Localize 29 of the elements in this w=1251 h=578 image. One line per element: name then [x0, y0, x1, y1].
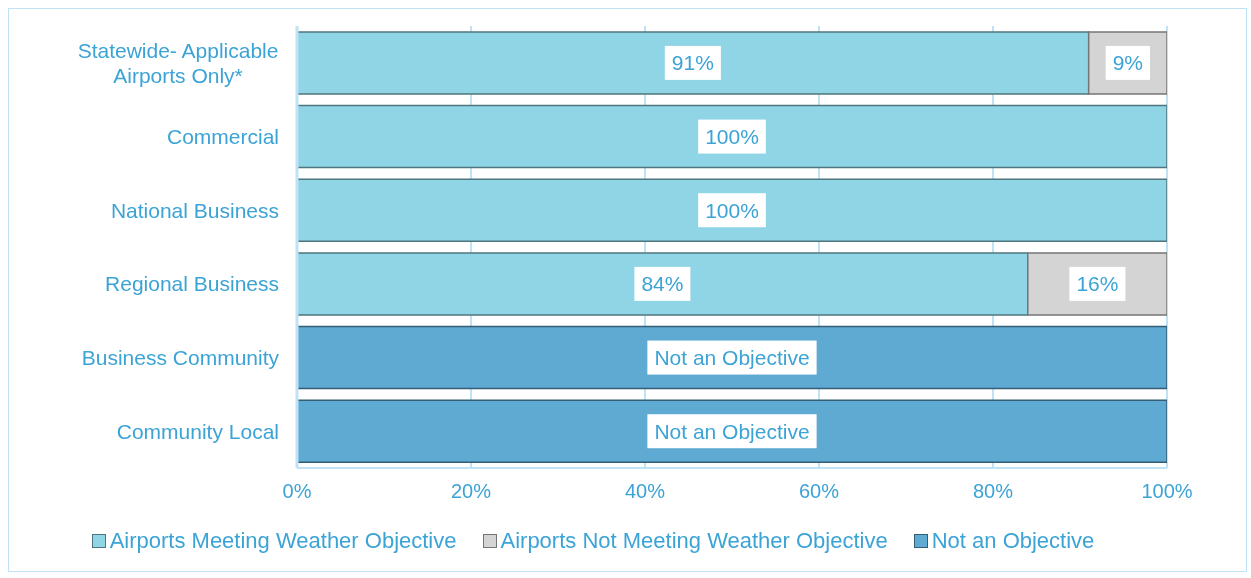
data-label: Not an Objective	[654, 346, 810, 370]
data-label: 9%	[1112, 51, 1144, 75]
data-label: Not an Objective	[654, 419, 810, 443]
y-tick-label: National Business	[110, 198, 279, 222]
bar	[297, 178, 1167, 242]
legend-label: Not an Objective	[931, 528, 1095, 554]
data-label: 91%	[671, 51, 714, 75]
data-label: 100%	[705, 125, 759, 149]
bar	[297, 325, 1167, 390]
x-tick-label: 60%	[798, 480, 840, 503]
bar	[297, 252, 1029, 316]
data-label: 84%	[641, 272, 684, 296]
y-tick-label: Business Community	[81, 346, 280, 369]
bar	[297, 399, 1167, 463]
bar	[297, 104, 1167, 169]
x-tick-label: 0%	[282, 480, 312, 503]
data-label: 100%	[705, 198, 759, 222]
legend-label: Airports Meeting Weather Objective	[109, 528, 457, 554]
x-tick-label: 40%	[624, 480, 666, 503]
bar	[297, 31, 1090, 95]
y-tick-label: Commercial	[166, 125, 279, 148]
y-tick-label: Community Local	[116, 419, 279, 443]
x-tick-label: 20%	[450, 480, 492, 503]
data-label: 16%	[1076, 272, 1119, 296]
legend-label: Airports Not Meeting Weather Objective	[500, 528, 888, 554]
y-tick-label: Statewide- Applicable Airports Only*	[77, 38, 279, 87]
y-tick-label: Regional Business	[105, 272, 279, 296]
x-tick-label: 80%	[972, 480, 1014, 503]
x-tick-label: 100%	[1141, 480, 1193, 503]
